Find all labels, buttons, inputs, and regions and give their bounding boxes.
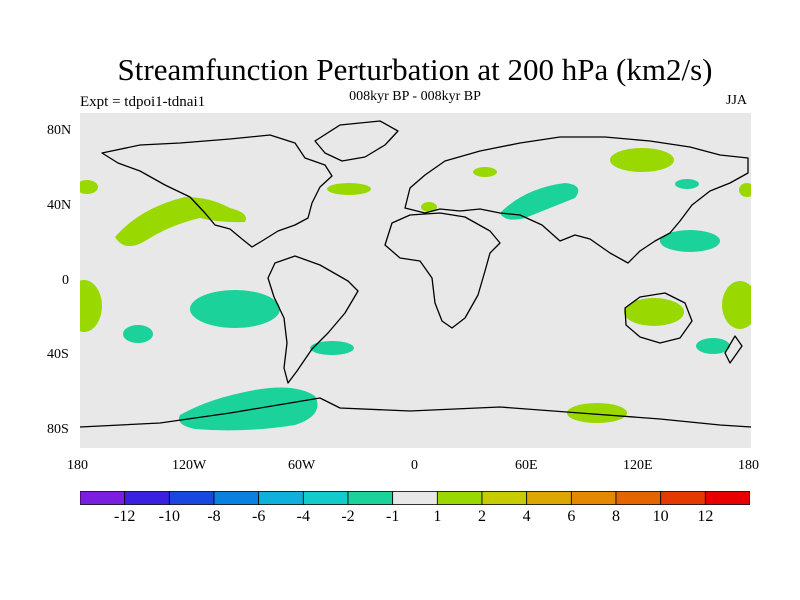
lon-label-60e: 60E (515, 458, 538, 473)
colorbar (80, 491, 750, 505)
region-pos-southern-ocean (567, 403, 627, 423)
colorbar-tick-label: -10 (158, 508, 180, 525)
colorbar-cell (80, 491, 126, 505)
lat-label-80s: 80S (47, 422, 69, 437)
australia-outline (624, 292, 693, 344)
colorbar-cell (570, 491, 617, 505)
colorbar-tick-label: 12 (697, 508, 714, 525)
region-pos-southwest-pacific (722, 281, 758, 329)
region-pos-russia (473, 167, 497, 177)
greenland-outline (314, 120, 399, 162)
region-pos-dateline-north (76, 180, 98, 194)
new-zealand-outline (724, 335, 743, 364)
negative-anomaly-regions (123, 179, 730, 431)
colorbar-tick-label: 2 (478, 508, 486, 525)
lat-label-equator: 0 (62, 273, 69, 288)
coastlines (79, 120, 752, 428)
south-america-outline (267, 255, 359, 384)
colorbar-cell (392, 491, 438, 505)
colorbar-cell (258, 491, 304, 505)
north-america-outline (101, 134, 333, 248)
colorbar-tick-label: 6 (567, 508, 576, 525)
colorbar-cell (213, 491, 260, 505)
colorbar-tick-label: -12 (113, 508, 136, 525)
region-pos-australia (624, 298, 684, 326)
colorbar-cell (704, 491, 750, 505)
lat-label-40s: 40S (47, 347, 69, 362)
region-neg-antarctic-peninsula (179, 387, 318, 431)
region-pos-mediterranean (421, 202, 437, 212)
region-neg-philippine-sea (660, 230, 720, 252)
region-pos-siberia (610, 148, 674, 172)
lat-label-80n: 80N (47, 123, 72, 138)
lon-label-60w: 60W (288, 458, 316, 473)
lon-label-180w: 180 (67, 458, 88, 473)
experiment-label: Expt = tdpoi1-tdnai1 (80, 94, 206, 110)
colorbar-cell (660, 491, 706, 505)
map-title: Streamfunction Perturbation at 200 hPa (… (117, 52, 713, 87)
lon-label-180e: 180 (738, 458, 759, 473)
colorbar-tick-label: -8 (207, 508, 221, 525)
region-neg-atlantic-south (310, 341, 354, 355)
region-neg-pacific-small (123, 325, 153, 343)
colorbar-cell (168, 491, 215, 505)
colorbar-tick-label: 4 (522, 508, 531, 525)
colorbar-tick-label: -2 (341, 508, 355, 525)
period-label: 008kyr BP - 008kyr BP (349, 89, 481, 104)
africa-outline (384, 212, 501, 329)
season-label: JJA (726, 93, 748, 108)
eurasia-outline (404, 136, 749, 264)
lon-label-0: 0 (411, 458, 418, 473)
colorbar-cell (436, 491, 483, 505)
region-neg-tasman (696, 338, 730, 354)
antarctica-outline (79, 397, 752, 428)
lat-label-40n: 40N (47, 198, 72, 213)
colorbar-cell (481, 491, 528, 505)
map-panel (66, 113, 758, 448)
colorbar-tick-label: 1 (433, 508, 442, 525)
colorbar-tick-label: 10 (652, 508, 669, 525)
lon-label-120e: 120E (623, 458, 653, 473)
colorbar-cell (124, 491, 170, 505)
region-neg-pacific-south (190, 290, 280, 328)
colorbar-tick-label: -1 (385, 508, 400, 525)
colorbar-tick-label: -6 (251, 508, 266, 525)
colorbar-cell (302, 491, 349, 505)
colorbar-cell (347, 491, 394, 505)
colorbar-tick-label: -4 (296, 508, 310, 525)
colorbar-tick-label: 8 (612, 508, 620, 525)
lon-label-120w: 120W (172, 458, 207, 473)
colorbar-cell (526, 491, 572, 505)
positive-anomaly-regions (66, 148, 758, 423)
world-map (66, 113, 758, 448)
region-neg-central-asia (500, 183, 579, 220)
region-neg-japan (675, 179, 699, 189)
colorbar-cell (615, 491, 662, 505)
region-pos-north-pacific (115, 197, 246, 247)
region-pos-north-atlantic (327, 183, 371, 195)
